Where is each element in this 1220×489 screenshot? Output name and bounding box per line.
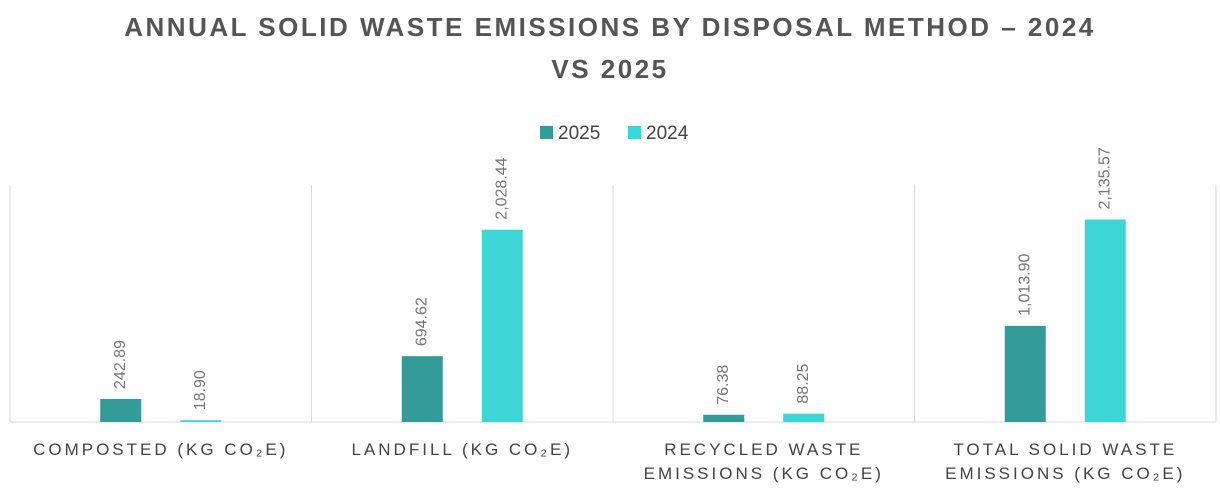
bar bbox=[1004, 325, 1046, 422]
x-tick-label: RECYCLED WASTE EMISSIONS (KG CO₂E) bbox=[643, 440, 884, 483]
data-label: 2,028.44 bbox=[493, 157, 510, 219]
data-label: 18.90 bbox=[192, 370, 209, 410]
legend-swatch bbox=[540, 126, 553, 139]
x-tick-label: TOTAL SOLID WASTE EMISSIONS (KG CO₂E) bbox=[945, 440, 1186, 483]
data-label: 694.62 bbox=[413, 297, 430, 346]
data-label: 76.38 bbox=[715, 365, 732, 405]
data-label: 2,135.57 bbox=[1096, 147, 1113, 209]
data-label: 1,013.90 bbox=[1016, 253, 1033, 315]
x-tick-label: COMPOSTED (KG CO₂E) bbox=[33, 440, 289, 459]
bar bbox=[100, 398, 142, 422]
bar bbox=[481, 229, 523, 422]
data-label: 242.89 bbox=[112, 340, 129, 389]
chart-title: ANNUAL SOLID WASTE EMISSIONS BY DISPOSAL… bbox=[124, 12, 1096, 84]
data-label: 88.25 bbox=[795, 363, 812, 403]
legend-label: 2025 bbox=[558, 123, 600, 144]
bar bbox=[783, 413, 825, 422]
x-tick-label: LANDFILL (KG CO₂E) bbox=[351, 440, 573, 459]
bar bbox=[401, 356, 443, 422]
legend-label: 2024 bbox=[646, 123, 689, 144]
bar bbox=[180, 420, 222, 422]
legend-swatch bbox=[628, 126, 641, 139]
bar bbox=[1084, 219, 1126, 422]
bar bbox=[703, 414, 745, 422]
